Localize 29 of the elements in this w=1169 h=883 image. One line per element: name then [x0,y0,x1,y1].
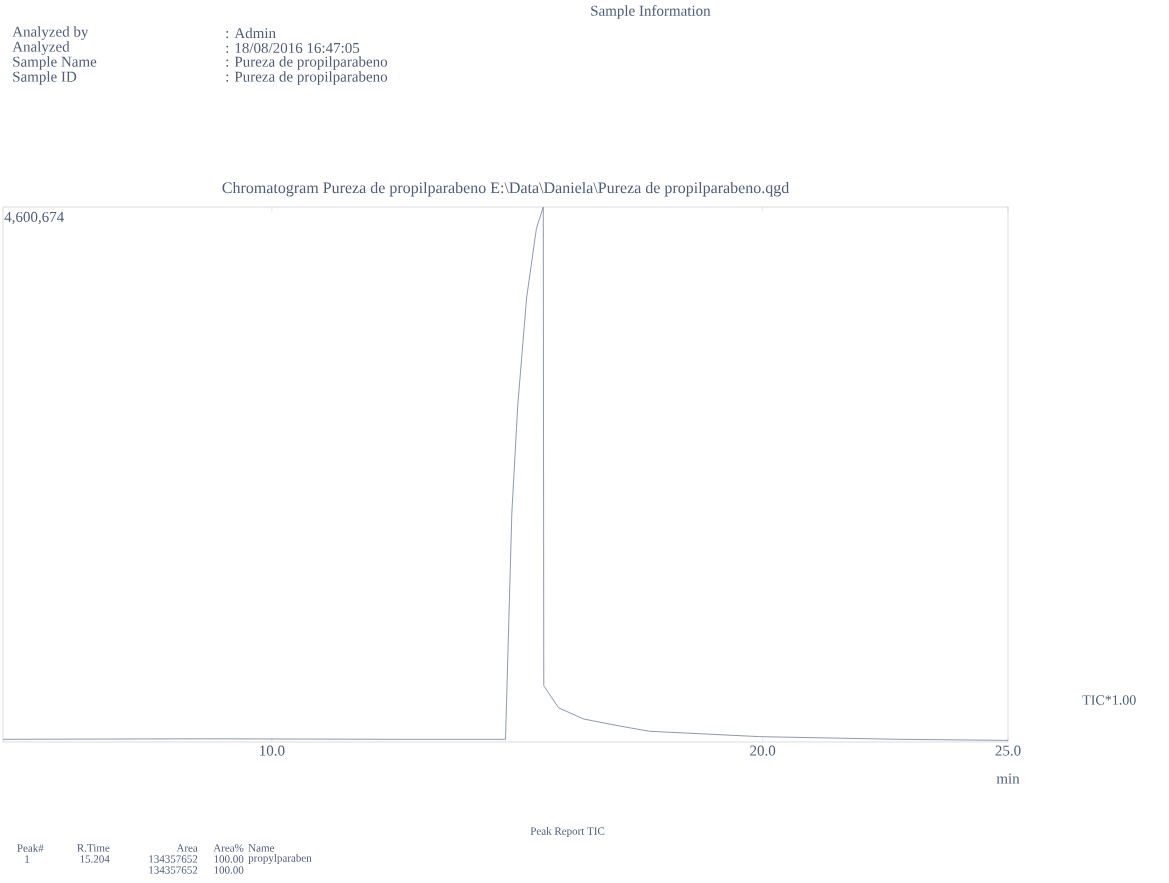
text: Area% [213,844,244,852]
text: Peak# [17,844,44,852]
chart-title: Chromatogram Pureza de propilparabeno E:\Data\Daniela\Pureza de propilparabeno.qgd [222,181,790,197]
text: 134357652 [149,855,198,863]
text: 100.00 [214,866,244,874]
text: 100.00 [214,855,244,863]
text: : Pureza de propilparabeno [226,56,388,70]
text: Peak Report TIC [530,827,605,837]
text: : Pureza de propilparabeno [226,71,388,85]
text: R.Time [77,844,110,852]
text: 1 [25,855,30,863]
text: propylparaben [248,854,312,864]
text: : Admin [226,27,276,39]
x-axis-title: min [996,773,1020,784]
x-tick-label: 25.0 [995,745,1021,756]
text: Area [176,844,198,852]
text: Sample Information [591,5,711,19]
text: Name [248,844,275,852]
text: TIC*1.00 [1082,695,1136,705]
text: Sample ID [13,71,77,85]
text: : 18/08/2016 16:47:05 [226,42,360,54]
text: Analyzed [12,41,70,55]
text: Analyzed by [12,26,89,40]
annotation: 4,600,674 [4,211,64,225]
x-tick-label: 20.0 [750,745,776,756]
text: 15.204 [80,855,110,863]
text: Sample Name [13,56,97,70]
x-tick-label: 10.0 [260,745,285,756]
text: 134357652 [149,866,198,874]
